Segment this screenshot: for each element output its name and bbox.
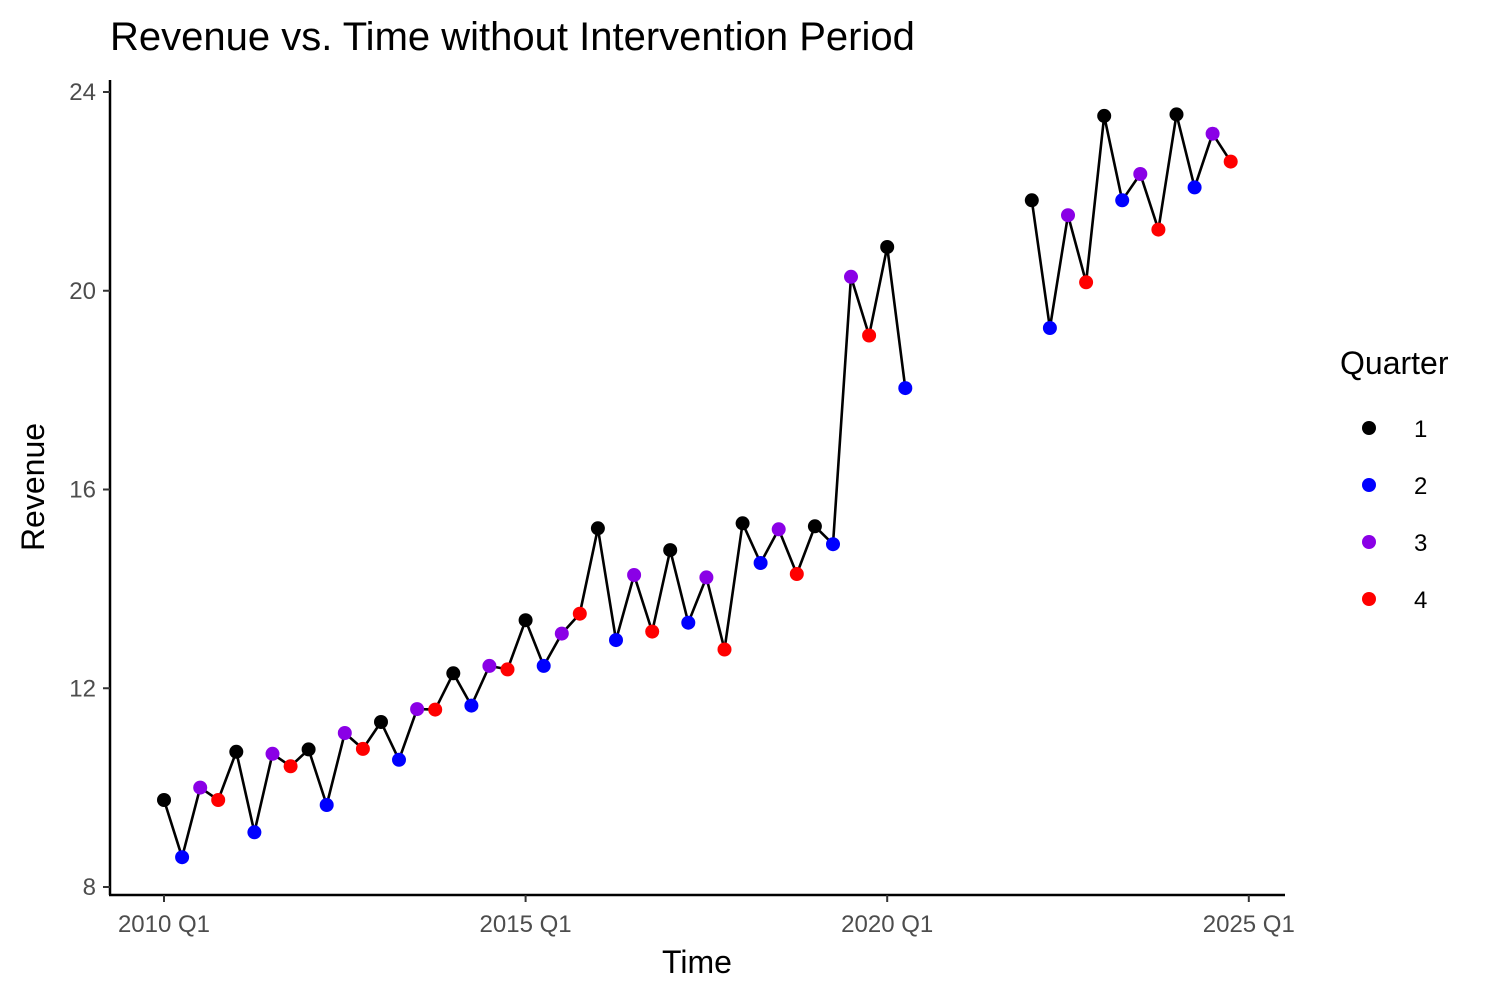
y-tick-label: 20 (69, 278, 96, 305)
revenue-line-segment-1 (162, 245, 907, 859)
y-tick-label: 12 (69, 675, 96, 702)
x-tick-label: 2020 Q1 (841, 911, 933, 938)
data-point-q1 (880, 240, 895, 254)
legend-label: 4 (1414, 587, 1427, 614)
data-point-q4 (717, 642, 732, 657)
x-axis-title: Time (662, 944, 732, 980)
data-point-q3 (554, 626, 569, 641)
data-point-q1 (229, 744, 244, 759)
data-point-q3 (1205, 126, 1220, 141)
data-point-q4 (500, 662, 515, 677)
data-point-q4 (1223, 154, 1238, 169)
data-point-q1 (518, 613, 533, 628)
legend-entries: 1 2 3 4 (1362, 416, 1427, 614)
series-points (157, 107, 1238, 865)
series-lines (162, 113, 1232, 859)
data-point-q2 (464, 698, 479, 713)
data-point-q1 (446, 666, 461, 681)
data-point-q4 (211, 793, 226, 807)
y-tick-label: 8 (83, 874, 96, 901)
data-point-q4 (1151, 222, 1166, 237)
legend: Quarter 1 2 3 4 (1340, 345, 1449, 614)
x-tick-label: 2025 Q1 (1203, 911, 1295, 938)
legend-key-1 (1362, 421, 1376, 435)
legend-key-3 (1362, 535, 1376, 549)
data-point-q4 (645, 624, 660, 639)
data-point-q3 (627, 568, 642, 582)
revenue-line-segment-2 (1030, 113, 1232, 330)
data-point-q1 (374, 715, 388, 729)
data-point-q4 (1079, 275, 1094, 290)
data-point-q2 (392, 752, 406, 767)
y-axis-title: Revenue (15, 423, 51, 551)
data-point-q2 (1042, 321, 1057, 335)
data-point-q4 (862, 328, 877, 343)
data-point-q1 (157, 793, 171, 807)
data-point-q3 (337, 726, 352, 740)
data-point-q2 (1115, 193, 1130, 208)
data-point-q1 (1097, 108, 1112, 123)
data-point-q2 (898, 381, 913, 396)
data-point-q2 (681, 615, 696, 630)
data-point-q2 (247, 825, 262, 840)
data-point-q2 (319, 798, 334, 812)
data-point-q4 (572, 606, 587, 621)
y-tick-label: 24 (69, 79, 96, 106)
data-point-q3 (482, 658, 497, 673)
data-point-q1 (735, 516, 750, 531)
legend-key-2 (1362, 478, 1376, 492)
data-point-q2 (753, 556, 768, 570)
legend-label: 1 (1414, 416, 1427, 443)
data-point-q1 (1169, 107, 1184, 122)
y-tick-label: 16 (69, 477, 96, 504)
chart-title: Revenue vs. Time without Intervention Pe… (110, 15, 915, 59)
data-point-q2 (536, 658, 551, 673)
data-point-q2 (1187, 180, 1202, 195)
data-point-q2 (175, 850, 190, 865)
data-point-q1 (590, 521, 605, 536)
y-axis-ticks: 8 12 16 20 24 (69, 79, 110, 901)
data-point-q3 (844, 269, 858, 284)
legend-title: Quarter (1340, 345, 1449, 381)
data-point-q4 (355, 741, 370, 756)
data-point-q4 (428, 702, 443, 717)
data-point-q3 (771, 522, 786, 537)
data-point-q4 (789, 567, 804, 581)
data-point-q2 (609, 633, 623, 648)
data-point-q3 (265, 746, 280, 761)
data-point-q1 (807, 519, 822, 534)
data-point-q3 (699, 570, 714, 585)
plot-area (108, 80, 1285, 897)
x-axis-ticks: 2010 Q1 2015 Q1 2020 Q1 2025 Q1 (118, 895, 1295, 938)
data-point-q1 (301, 742, 316, 757)
legend-key-4 (1362, 592, 1376, 606)
data-point-q3 (193, 780, 208, 795)
legend-label: 2 (1414, 473, 1427, 500)
data-point-q1 (663, 543, 678, 558)
data-point-q3 (410, 702, 425, 717)
data-point-q3 (1061, 208, 1075, 223)
data-point-q2 (826, 537, 840, 552)
x-tick-label: 2015 Q1 (480, 911, 572, 938)
data-point-q4 (283, 759, 298, 774)
legend-label: 3 (1414, 530, 1427, 557)
data-point-q1 (1024, 193, 1039, 208)
data-point-q3 (1133, 167, 1148, 181)
x-tick-label: 2010 Q1 (118, 911, 210, 938)
